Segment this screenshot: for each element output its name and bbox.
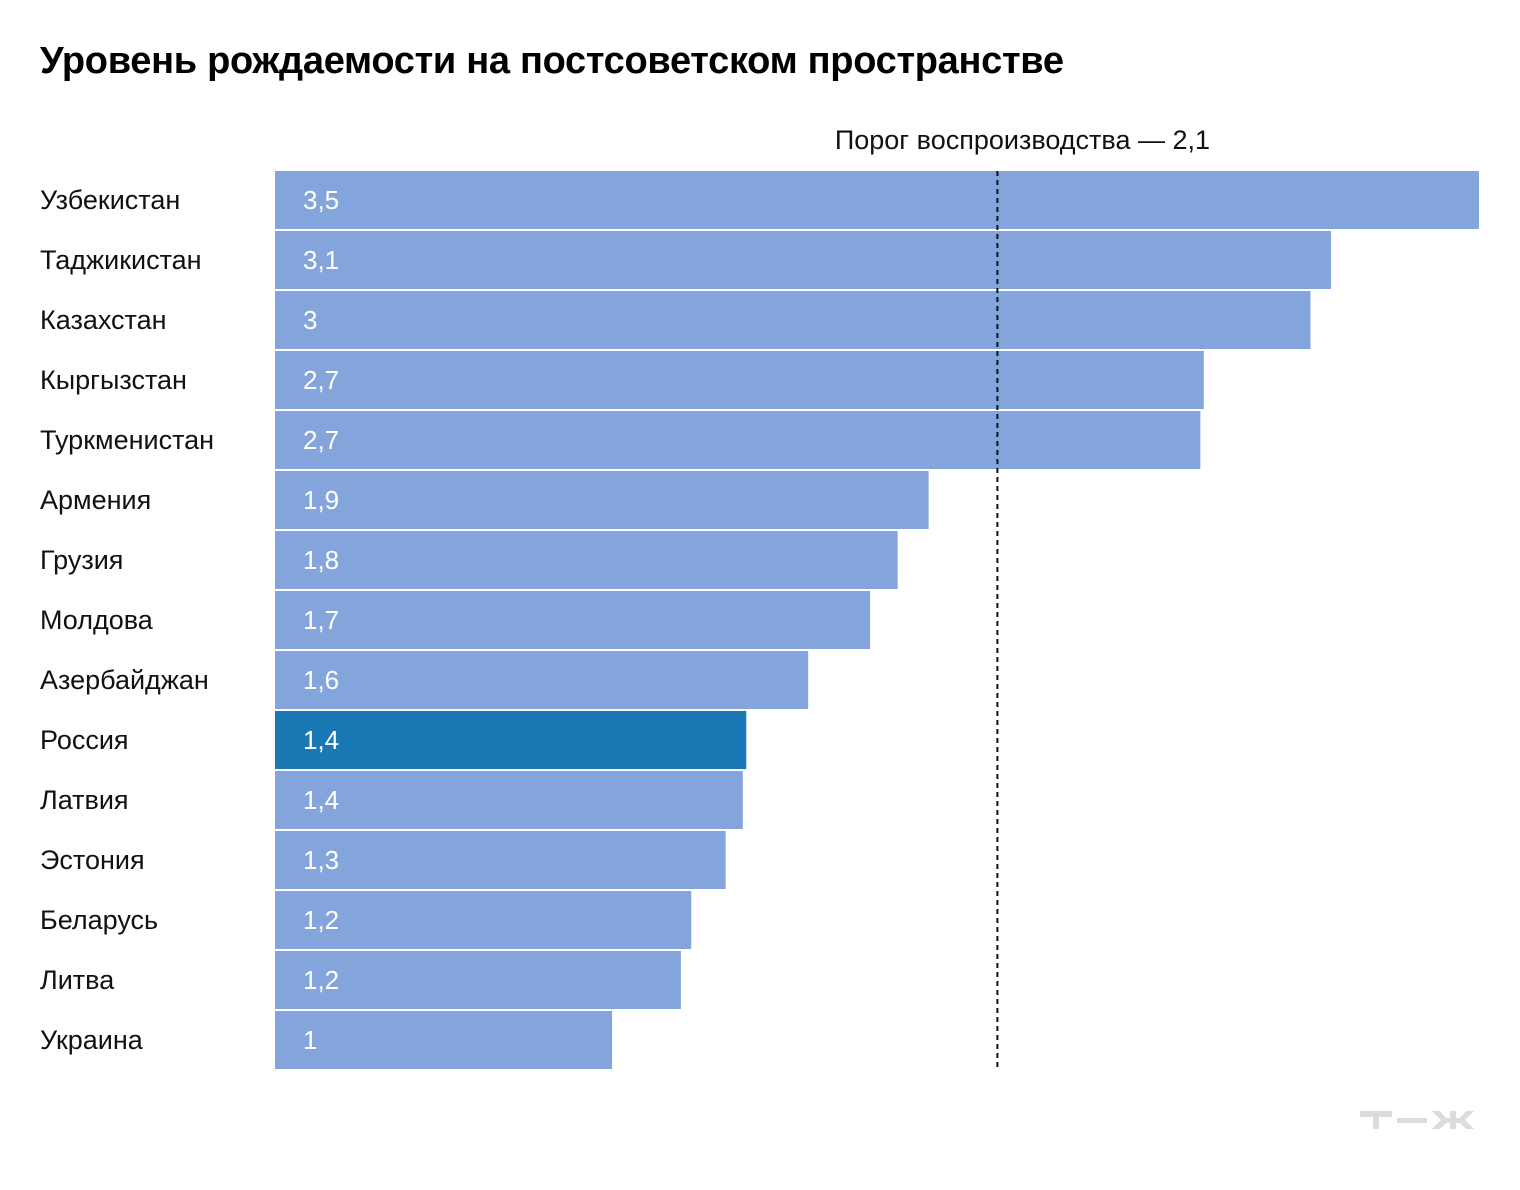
bar-8 <box>275 651 809 709</box>
bar-4 <box>275 411 1201 469</box>
bar-6 <box>275 531 898 589</box>
bar-2 <box>275 291 1311 349</box>
bar-14 <box>275 1011 613 1069</box>
category-label: Латвия <box>40 785 129 815</box>
category-label: Эстония <box>40 845 145 875</box>
value-label: 1,2 <box>303 965 339 995</box>
category-label: Узбекистан <box>40 185 180 215</box>
category-label: Таджикистан <box>40 245 202 275</box>
value-label: 1,4 <box>303 725 339 755</box>
category-label: Молдова <box>40 605 154 635</box>
category-label: Азербайджан <box>40 665 209 695</box>
value-label: 1,8 <box>303 545 339 575</box>
category-label: Украина <box>40 1025 144 1055</box>
bar-10 <box>275 771 743 829</box>
bar-7 <box>275 591 871 649</box>
chart-title: Уровень рождаемости на постсоветском про… <box>40 40 1064 82</box>
value-label: 3 <box>303 305 317 335</box>
value-label: 1 <box>303 1025 317 1055</box>
category-label: Казахстан <box>40 305 167 335</box>
category-label: Литва <box>40 965 115 995</box>
category-label: Армения <box>40 485 151 515</box>
category-label: Беларусь <box>40 905 158 935</box>
value-label: 3,1 <box>303 245 339 275</box>
tj-logo <box>1360 1111 1474 1129</box>
value-label: 2,7 <box>303 425 339 455</box>
bar-3 <box>275 351 1204 409</box>
category-label: Туркменистан <box>40 425 214 455</box>
threshold-label: Порог воспроизводства — 2,1 <box>835 125 1210 155</box>
value-label: 3,5 <box>303 185 339 215</box>
value-label: 1,2 <box>303 905 339 935</box>
bar-9 <box>275 711 747 769</box>
value-label: 1,3 <box>303 845 339 875</box>
value-label: 1,7 <box>303 605 339 635</box>
bar-1 <box>275 231 1332 289</box>
category-label: Кыргызстан <box>40 365 187 395</box>
bar-5 <box>275 471 929 529</box>
value-label: 1,6 <box>303 665 339 695</box>
bar-12 <box>275 891 692 949</box>
category-label: Россия <box>40 725 129 755</box>
bar-11 <box>275 831 726 889</box>
bar-0 <box>275 171 1479 229</box>
category-label: Грузия <box>40 545 123 575</box>
value-label: 1,4 <box>303 785 339 815</box>
bar-13 <box>275 951 681 1009</box>
value-label: 2,7 <box>303 365 339 395</box>
value-label: 1,9 <box>303 485 339 515</box>
